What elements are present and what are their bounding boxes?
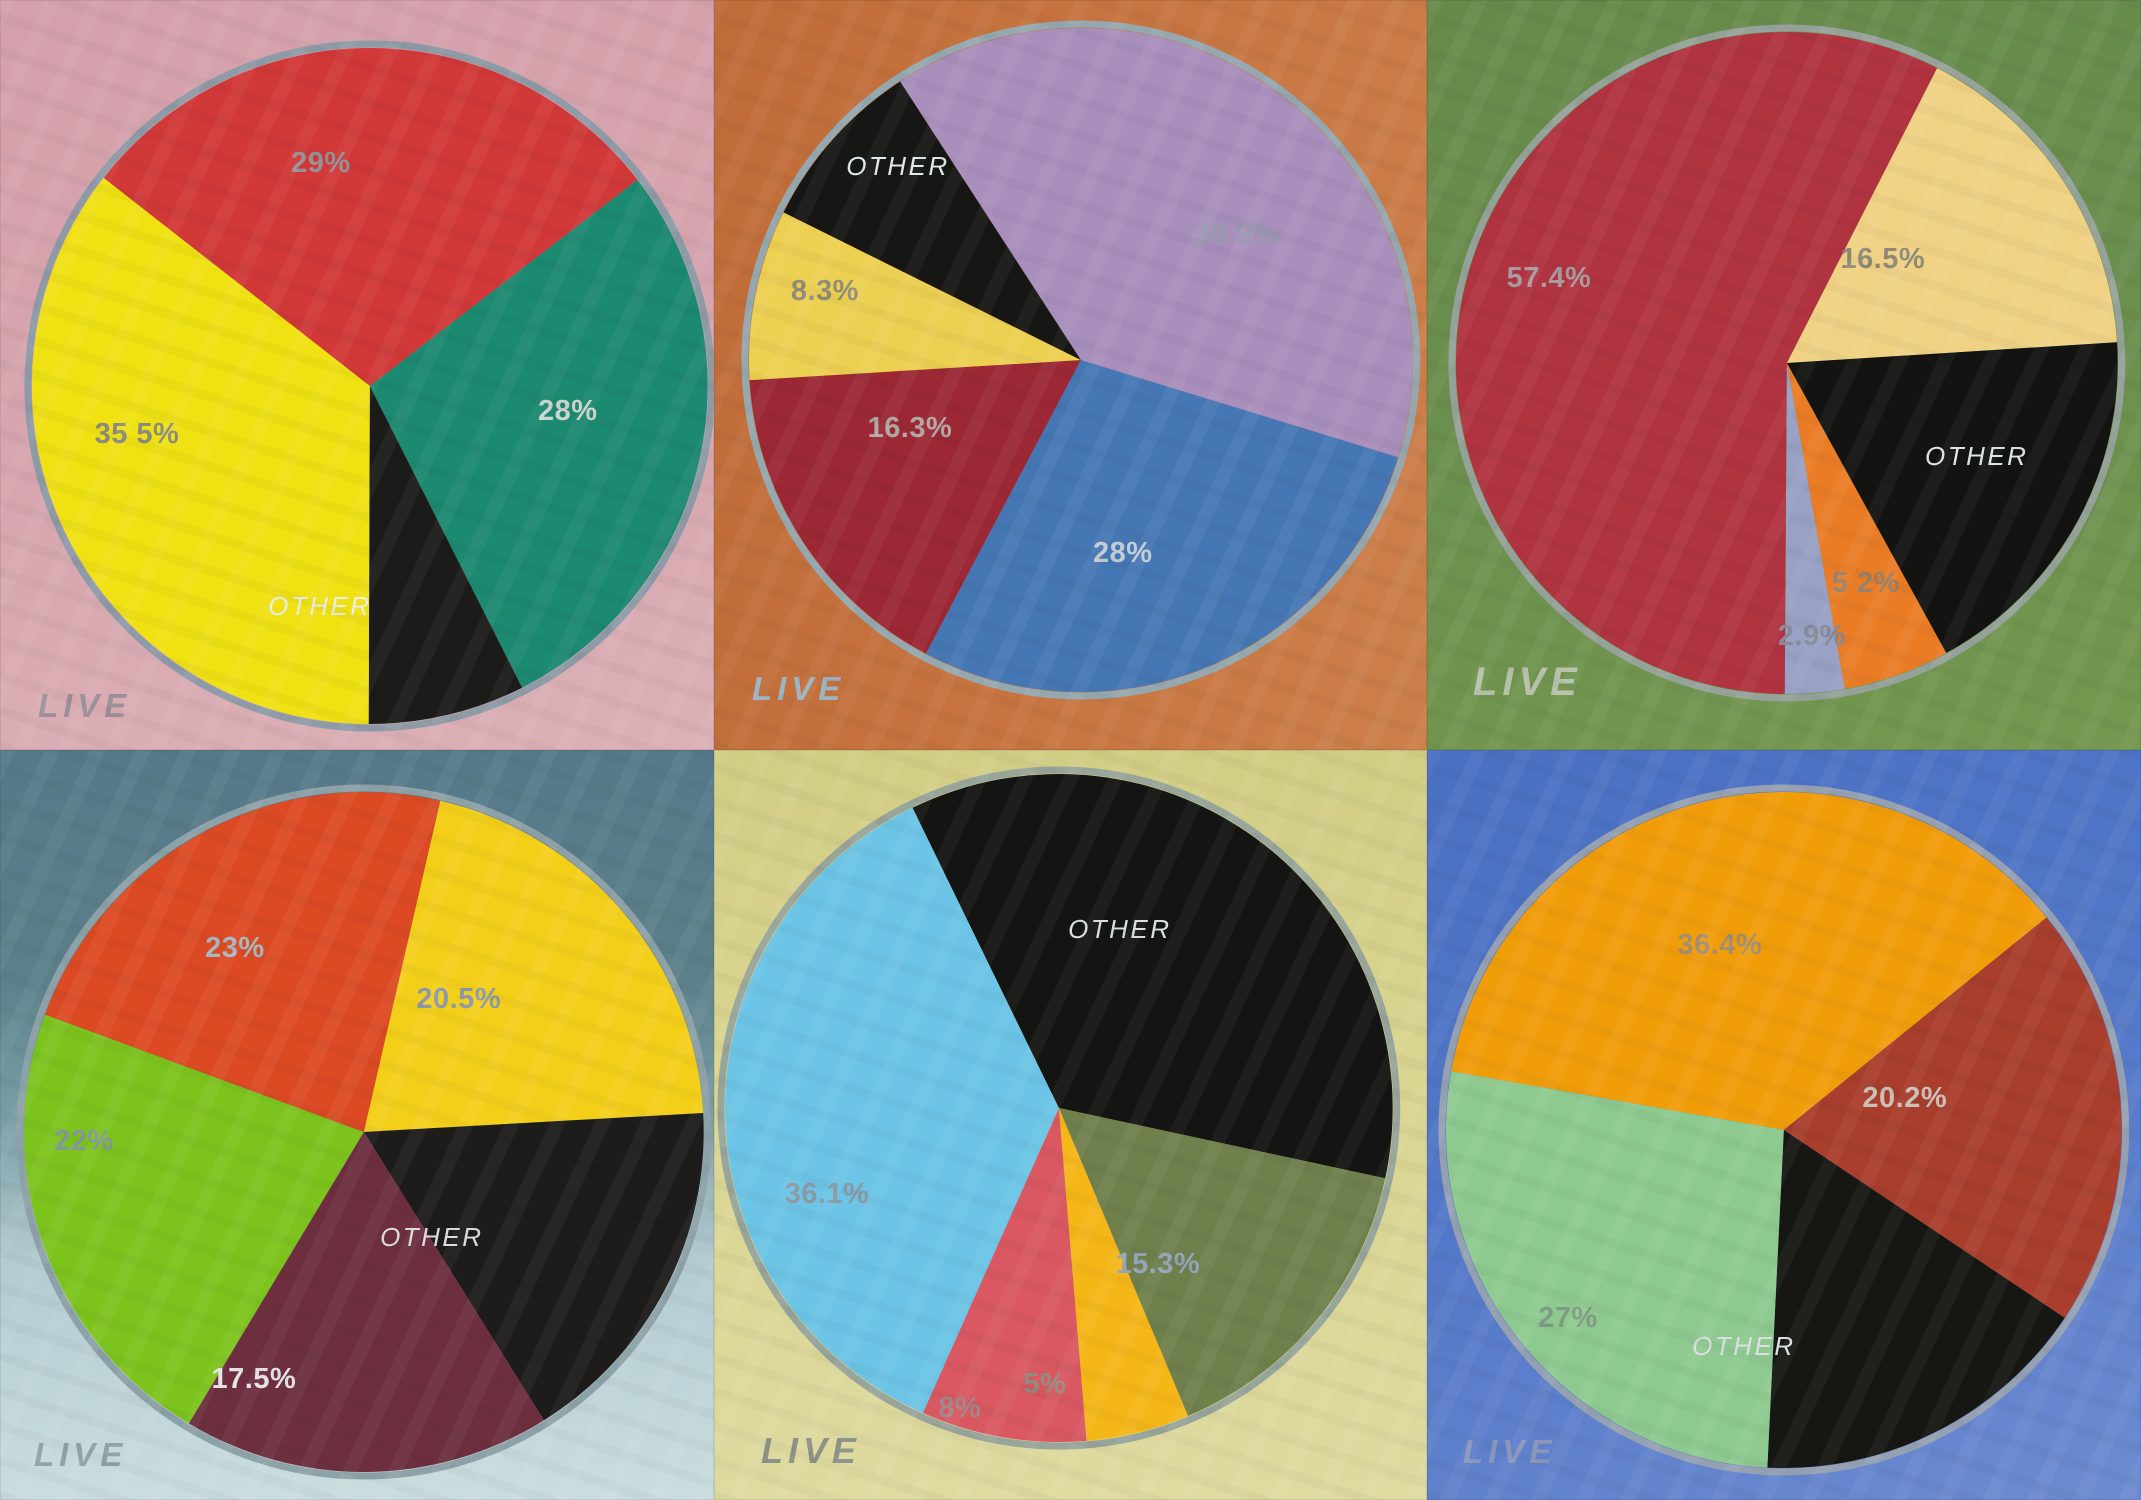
slice-percentage-label: 29%	[291, 147, 351, 179]
slice-percentage-label: 15.3%	[1115, 1248, 1200, 1280]
other-slice-label: OTHER	[1068, 914, 1171, 944]
pie-chart-top-middle: 38.9% 28% 16.3% 8.3% OTHER LIVE	[741, 20, 1420, 707]
pie-panel-top-middle: 38.9% 28% 16.3% 8.3% OTHER LIVE	[713, 0, 1428, 750]
live-caption: LIVE	[34, 1436, 127, 1473]
slice-percentage-label: 36.4%	[1678, 929, 1763, 961]
slice-percentage-label: 5%	[1023, 1368, 1066, 1400]
slice-percentage-label: 20.5%	[416, 983, 501, 1015]
slice-percentage-label: 5 2%	[1832, 567, 1900, 599]
slice-percentage-label: 16.3%	[867, 412, 952, 444]
live-caption: LIVE	[38, 687, 131, 724]
slice-percentage-label: 2.9%	[1778, 620, 1846, 652]
pie-slice-36.4pct	[1451, 791, 2047, 1130]
pie-chart-bottom-right: 36.4% 20.2% OTHER 27% LIVE	[1438, 784, 2130, 1476]
other-slice-label: OTHER	[380, 1222, 483, 1252]
other-slice-label: OTHER	[846, 151, 949, 181]
pie-slice-52pct	[1787, 363, 1947, 689]
slice-percentage-label: 17.5%	[212, 1363, 297, 1395]
pie-slice-other	[1767, 1130, 2066, 1469]
pie-slice-28pct	[925, 360, 1398, 693]
pie-outline-ring	[1448, 24, 2126, 702]
pie-slice-57.4pct	[1456, 31, 1938, 694]
slice-percentage-label: 20.2%	[1863, 1082, 1948, 1114]
pie-slice-other	[363, 1113, 704, 1421]
pie-slice-other	[368, 386, 523, 725]
pie-panel-top-right: 16.5% OTHER 5 2% 2.9% 57.4% LIVE	[1427, 0, 2141, 750]
pie-slice-2.9pct	[1785, 363, 1846, 694]
other-slice-label: OTHER	[268, 591, 371, 621]
pie-slice-16.5pct	[1787, 68, 2118, 363]
pie-slice-5pct	[1058, 1108, 1188, 1441]
pie-slice-23pct	[44, 791, 441, 1132]
pie-slice-8pct	[922, 1108, 1087, 1443]
pie-outline-ring	[717, 766, 1400, 1450]
pie-chart-bottom-left: 20.5% OTHER 17.5% 22% 23% LIVE	[16, 784, 712, 1480]
pie-slice-other	[1787, 342, 2119, 654]
pie-slice-16.3pct	[749, 360, 1081, 654]
live-caption: LIVE	[1473, 660, 1582, 704]
pie-panel-bottom-middle: OTHER 15.3% 5% 8% 36.1% LIVE	[713, 750, 1428, 1500]
pie-slice-17.5pct	[188, 1132, 544, 1473]
pie-slice-other	[912, 773, 1393, 1179]
pie-panel-bottom-left: 20.5% OTHER 17.5% 22% 23% LIVE	[0, 750, 714, 1500]
slice-percentage-label: 23%	[205, 932, 265, 964]
pie-slice-355pct	[31, 177, 370, 724]
pie-slice-20.5pct	[363, 800, 704, 1132]
pie-slice-38.9pct	[899, 27, 1413, 458]
slice-percentage-label: 16.5%	[1841, 243, 1926, 275]
slice-percentage-label: 27%	[1539, 1302, 1599, 1334]
slice-percentage-label: 57.4%	[1507, 262, 1592, 294]
pie-slice-29pct	[103, 48, 638, 387]
pie-slice-27pct	[1446, 1071, 1785, 1468]
slice-percentage-label: 35 5%	[95, 418, 180, 450]
slice-percentage-label: 38.9%	[1194, 218, 1279, 250]
live-caption: LIVE	[752, 670, 845, 707]
pie-chart-top-right: 16.5% OTHER 5 2% 2.9% 57.4% LIVE	[1448, 24, 2126, 704]
pie-chart-bottom-middle: OTHER 15.3% 5% 8% 36.1% LIVE	[717, 766, 1400, 1471]
slice-percentage-label: 8.3%	[791, 275, 859, 307]
other-slice-label: OTHER	[1925, 441, 2028, 471]
pie-slice-22pct	[23, 1014, 364, 1424]
pie-outline-ring	[24, 40, 714, 732]
pie-chart-top-left: 29% 28% OTHER 35 5% LIVE	[24, 40, 714, 732]
pie-outline-ring	[741, 20, 1420, 700]
pie-slice-8.3pct	[748, 212, 1081, 381]
pie-slice-20.2pct	[1784, 917, 2123, 1318]
live-caption: LIVE	[761, 1430, 861, 1471]
slice-percentage-label: 22%	[54, 1125, 114, 1157]
pie-slice-15.3pct	[1058, 1108, 1385, 1416]
slice-percentage-label: 28%	[1093, 537, 1153, 569]
pie-panel-bottom-right: 36.4% 20.2% OTHER 27% LIVE	[1427, 750, 2141, 1500]
pie-slice-other	[783, 81, 1081, 360]
pie-slice-28pct	[369, 179, 708, 688]
pie-slice-36.1pct	[724, 807, 1059, 1414]
slice-percentage-label: 8%	[938, 1392, 981, 1424]
live-caption: LIVE	[1463, 1433, 1556, 1470]
pie-outline-ring	[16, 784, 712, 1480]
pie-outline-ring	[1438, 784, 2130, 1476]
slice-percentage-label: 36.1%	[784, 1178, 869, 1210]
pie-panel-top-left: 29% 28% OTHER 35 5% LIVE	[0, 0, 714, 750]
slice-percentage-label: 28%	[538, 395, 598, 427]
other-slice-label: OTHER	[1692, 1331, 1795, 1361]
